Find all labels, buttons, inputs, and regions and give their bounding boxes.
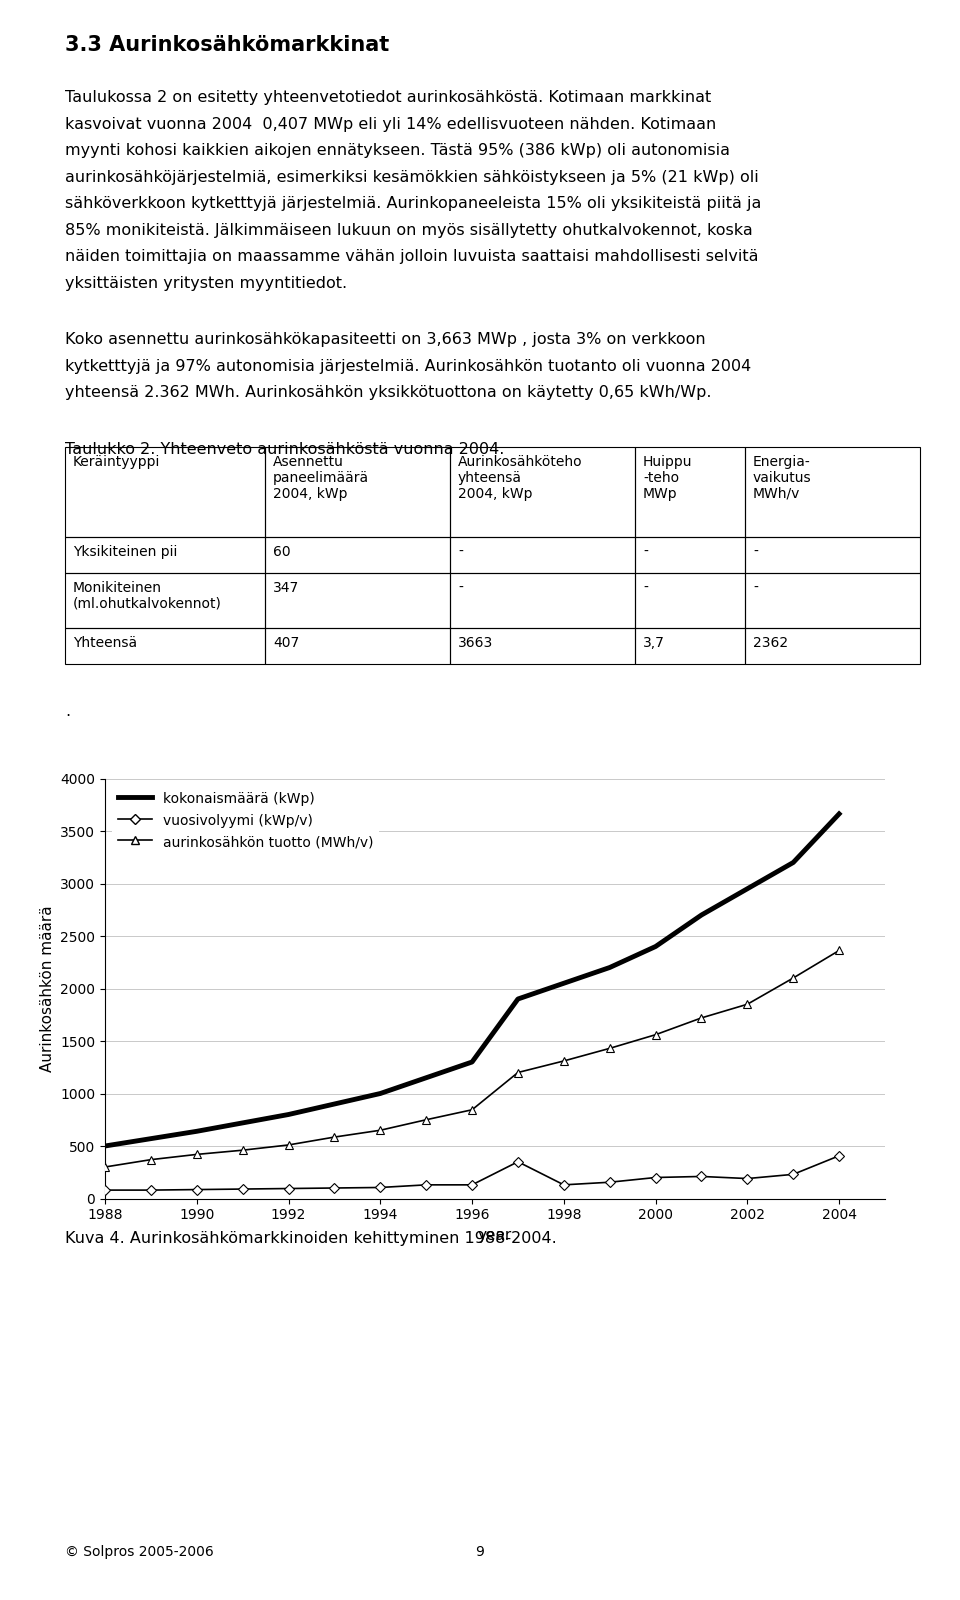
Text: yhteensä 2.362 MWh. Aurinkosähkön yksikkötuottona on käytetty 0,65 kWh/Wp.: yhteensä 2.362 MWh. Aurinkosähkön yksikk… xyxy=(65,386,711,400)
X-axis label: year: year xyxy=(478,1227,512,1243)
Text: 3,7: 3,7 xyxy=(643,635,665,650)
Text: 3663: 3663 xyxy=(458,635,493,650)
Text: Koko asennettu aurinkosähkökapasiteetti on 3,663 MWp , josta 3% on verkkoon: Koko asennettu aurinkosähkökapasiteetti … xyxy=(65,333,706,347)
Text: näiden toimittajia on maassamme vähän jolloin luvuista saattaisi mahdollisesti s: näiden toimittajia on maassamme vähän jo… xyxy=(65,250,758,264)
Text: 347: 347 xyxy=(273,581,300,595)
Text: -: - xyxy=(753,544,757,558)
Text: 9: 9 xyxy=(475,1546,485,1558)
Text: Monikiteinen
(ml.ohutkalvokennot): Monikiteinen (ml.ohutkalvokennot) xyxy=(73,581,222,611)
Y-axis label: Aurinkosähkön määrä: Aurinkosähkön määrä xyxy=(39,906,55,1072)
Text: -: - xyxy=(643,544,648,558)
Text: -: - xyxy=(458,544,463,558)
Text: 60: 60 xyxy=(273,544,291,558)
Text: 407: 407 xyxy=(273,635,300,650)
Text: kytketttyjä ja 97% autonomisia järjestelmiä. Aurinkosähkön tuotanto oli vuonna 2: kytketttyjä ja 97% autonomisia järjestel… xyxy=(65,358,752,373)
Text: myynti kohosi kaikkien aikojen ennätykseen. Tästä 95% (386 kWp) oli autonomisia: myynti kohosi kaikkien aikojen ennätykse… xyxy=(65,142,730,158)
Legend: kokonaismäärä (kWp), vuosivolyymi (kWp/v), aurinkosähkön tuotto (MWh/v): kokonaismäärä (kWp), vuosivolyymi (kWp/v… xyxy=(112,786,379,854)
Text: Taulukossa 2 on esitetty yhteenvetotiedot aurinkosähköstä. Kotimaan markkinat: Taulukossa 2 on esitetty yhteenvetotiedo… xyxy=(65,90,711,106)
Text: Yhteensä: Yhteensä xyxy=(73,635,137,650)
Text: .: . xyxy=(65,704,70,718)
Text: © Solpros 2005-2006: © Solpros 2005-2006 xyxy=(65,1546,214,1558)
Text: Asennettu
paneelimäärä
2004, kWp: Asennettu paneelimäärä 2004, kWp xyxy=(273,454,370,501)
Text: Kuva 4. Aurinkosähkömarkkinoiden kehittyminen 1988-2004.: Kuva 4. Aurinkosähkömarkkinoiden kehitty… xyxy=(65,1230,557,1245)
Text: aurinkosähköjärjestelmiä, esimerkiksi kesämökkien sähköistykseen ja 5% (21 kWp) : aurinkosähköjärjestelmiä, esimerkiksi ke… xyxy=(65,170,758,184)
Text: -: - xyxy=(753,581,757,595)
Text: yksittäisten yritysten myyntitiedot.: yksittäisten yritysten myyntitiedot. xyxy=(65,275,348,291)
Text: Taulukko 2. Yhteenveto aurinkosähköstä vuonna 2004.: Taulukko 2. Yhteenveto aurinkosähköstä v… xyxy=(65,442,504,456)
Text: Energia-
vaikutus
MWh/v: Energia- vaikutus MWh/v xyxy=(753,454,811,501)
Text: kasvoivat vuonna 2004  0,407 MWp eli yli 14% edellisvuoteen nähden. Kotimaan: kasvoivat vuonna 2004 0,407 MWp eli yli … xyxy=(65,117,716,131)
Text: Aurinkosähköteho
yhteensä
2004, kWp: Aurinkosähköteho yhteensä 2004, kWp xyxy=(458,454,583,501)
Text: Huippu
-teho
MWp: Huippu -teho MWp xyxy=(643,454,692,501)
Text: 3.3 Aurinkosähkömarkkinat: 3.3 Aurinkosähkömarkkinat xyxy=(65,35,389,54)
Text: 2362: 2362 xyxy=(753,635,788,650)
Text: 85% monikiteistä. Jälkimmäiseen lukuun on myös sisällytetty ohutkalvokennot, kos: 85% monikiteistä. Jälkimmäiseen lukuun o… xyxy=(65,222,753,237)
Text: sähköverkkoon kytketttyjä järjestelmiä. Aurinkopaneeleista 15% oli yksikiteistä : sähköverkkoon kytketttyjä järjestelmiä. … xyxy=(65,197,761,211)
Text: -: - xyxy=(458,581,463,595)
Text: Yksikiteinen pii: Yksikiteinen pii xyxy=(73,544,178,558)
Text: -: - xyxy=(643,581,648,595)
Text: Keräintyyppi: Keräintyyppi xyxy=(73,454,160,469)
